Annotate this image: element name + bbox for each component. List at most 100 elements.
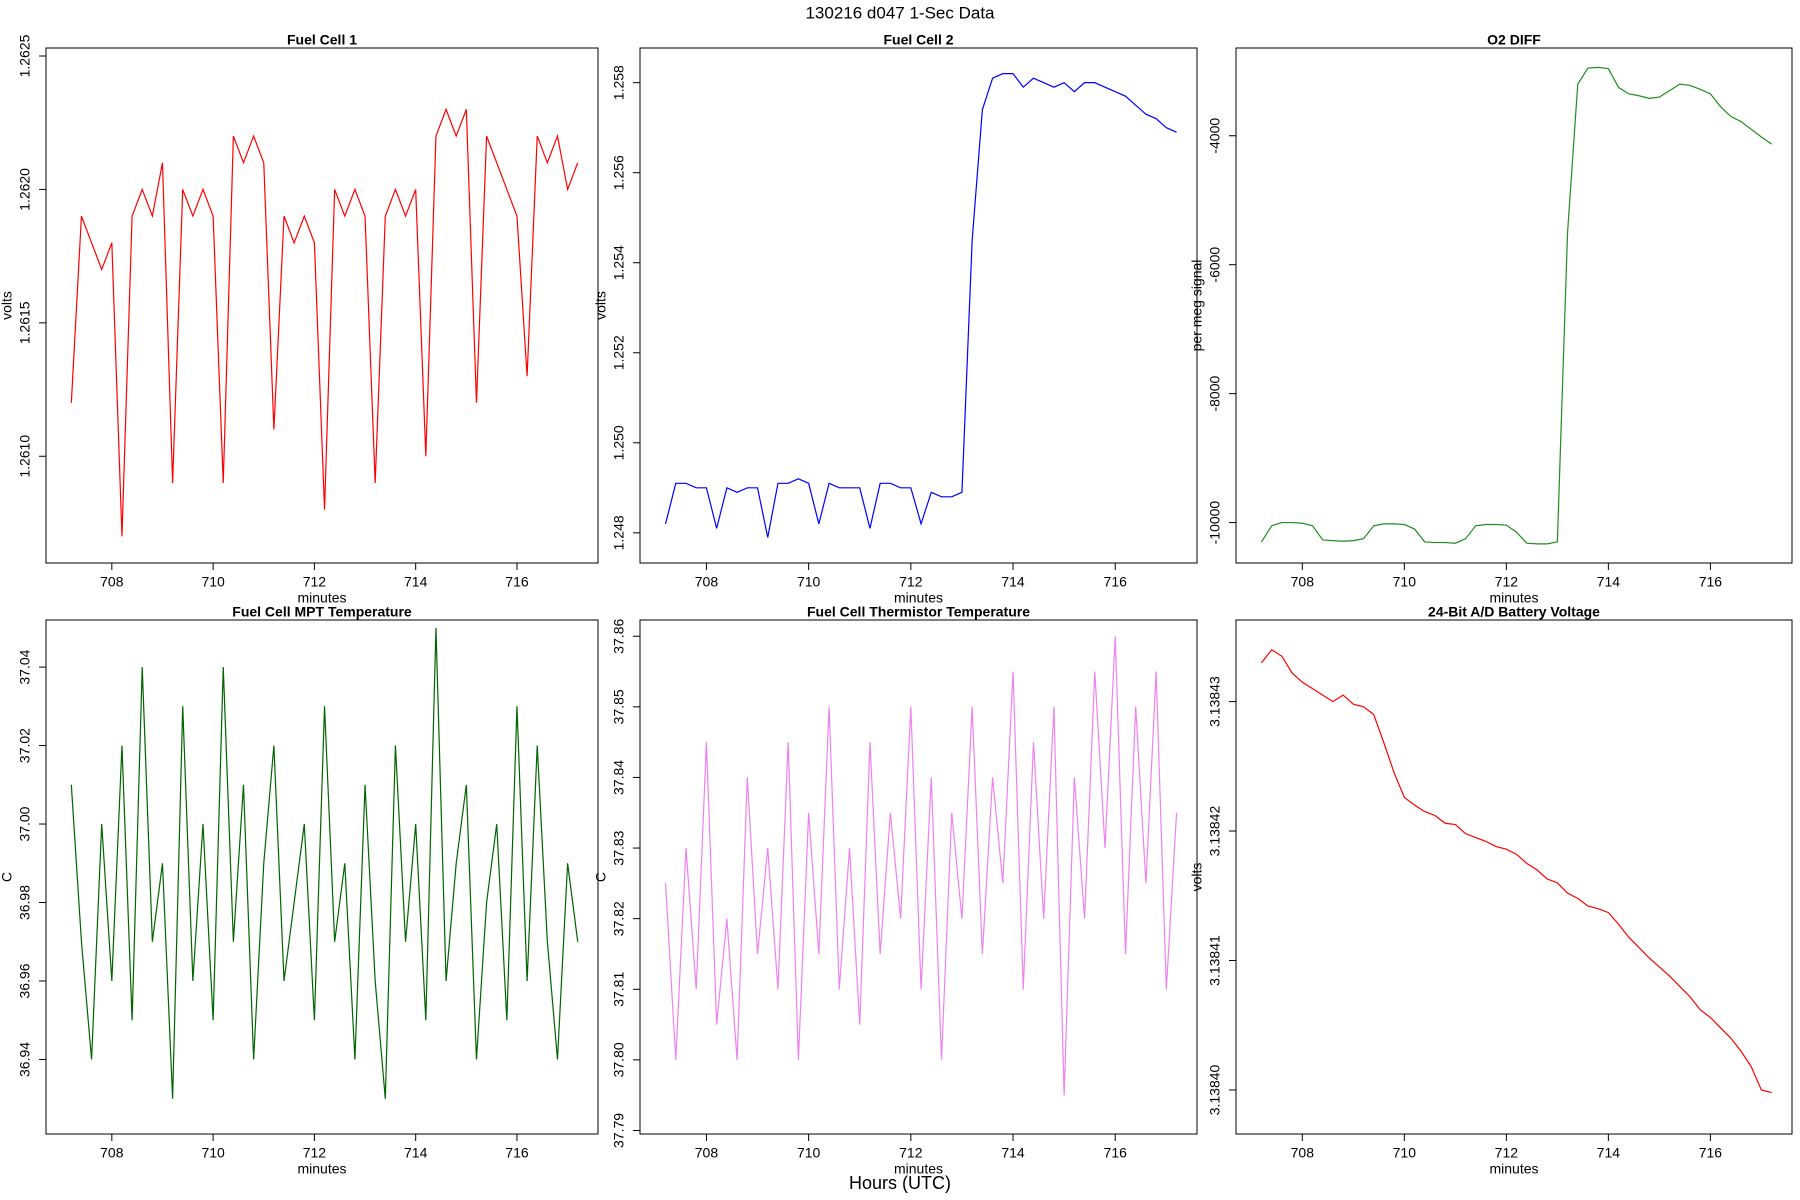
y-tick-label: 1.2615 bbox=[17, 301, 33, 344]
panel-title: Fuel Cell Thermistor Temperature bbox=[807, 604, 1030, 620]
y-tick-label: 3.13840 bbox=[1207, 1064, 1223, 1115]
y-tick-label: 1.250 bbox=[611, 425, 627, 460]
x-tick-label: 716 bbox=[505, 574, 529, 590]
x-tick-label: 708 bbox=[1291, 1145, 1315, 1161]
x-tick-label: 710 bbox=[1393, 574, 1417, 590]
plot-frame bbox=[639, 619, 1198, 1135]
x-tick-label: 716 bbox=[1104, 574, 1128, 590]
y-axis-label: C bbox=[593, 872, 609, 882]
x-tick-label: 712 bbox=[303, 1145, 327, 1161]
y-axis-label: volts bbox=[593, 291, 609, 320]
y-tick-label: -8000 bbox=[1207, 376, 1223, 412]
plot-frame bbox=[45, 619, 599, 1135]
y-tick-label: 37.04 bbox=[17, 649, 33, 684]
x-tick-label: 716 bbox=[1699, 574, 1723, 590]
panel: Fuel Cell 2 708 710 712 714 716 1.248 1.250 1.25… bbox=[593, 32, 1198, 606]
y-tick-label: -10000 bbox=[1207, 501, 1223, 545]
x-tick-label: 716 bbox=[505, 1145, 529, 1161]
x-tick-label: 710 bbox=[201, 574, 225, 590]
x-axis-label: minutes bbox=[297, 590, 346, 606]
y-axis-label: C bbox=[0, 872, 15, 882]
y-tick-label: 37.83 bbox=[611, 830, 627, 865]
y-tick-label: 3.13842 bbox=[1207, 806, 1223, 857]
y-tick-label: 37.81 bbox=[611, 972, 627, 1007]
y-tick-label: 37.84 bbox=[611, 760, 627, 795]
panel-title: Fuel Cell 2 bbox=[883, 32, 953, 48]
x-tick-label: 716 bbox=[1699, 1145, 1723, 1161]
y-tick-label: 37.86 bbox=[611, 619, 627, 654]
x-axis-label: minutes bbox=[894, 1161, 943, 1177]
x-tick-label: 712 bbox=[1495, 1145, 1519, 1161]
x-tick-label: 708 bbox=[1291, 574, 1315, 590]
x-tick-label: 710 bbox=[201, 1145, 225, 1161]
y-axis-label: per meg signal bbox=[1189, 260, 1205, 352]
panel-title: O2 DIFF bbox=[1487, 32, 1541, 48]
x-tick-label: 710 bbox=[1393, 1145, 1417, 1161]
y-tick-label: 3.13843 bbox=[1207, 676, 1223, 727]
y-tick-label: 37.80 bbox=[611, 1042, 627, 1077]
y-tick-label: 37.00 bbox=[17, 806, 33, 841]
x-tick-label: 714 bbox=[1001, 1145, 1025, 1161]
panel-title: 24-Bit A/D Battery Voltage bbox=[1428, 604, 1600, 620]
y-tick-label: 36.96 bbox=[17, 963, 33, 998]
x-axis-label: minutes bbox=[297, 1161, 346, 1177]
x-tick-label: 714 bbox=[404, 1145, 428, 1161]
y-tick-label: 1.256 bbox=[611, 155, 627, 190]
y-tick-label: 37.82 bbox=[611, 901, 627, 936]
x-axis-label: minutes bbox=[1489, 1161, 1538, 1177]
panel-title: Fuel Cell MPT Temperature bbox=[232, 604, 412, 620]
x-axis-label: minutes bbox=[1489, 590, 1538, 606]
y-tick-label: 1.254 bbox=[611, 245, 627, 280]
panel: Fuel Cell Thermistor Temperature 708 710 71… bbox=[593, 604, 1198, 1177]
x-tick-label: 710 bbox=[797, 574, 821, 590]
data-line bbox=[664, 73, 1177, 538]
y-tick-label: 1.258 bbox=[611, 65, 627, 100]
panel: Fuel Cell 1 708 710 712 714 716 1.2610 1.2615 1.… bbox=[0, 32, 599, 606]
y-tick-label: -4000 bbox=[1207, 118, 1223, 154]
data-line bbox=[70, 107, 579, 537]
panel: Fuel Cell MPT Temperature 708 710 712 714 716… bbox=[0, 604, 599, 1177]
y-tick-label: 1.252 bbox=[611, 335, 627, 370]
y-tick-label: 3.13841 bbox=[1207, 935, 1223, 986]
y-tick-label: 37.85 bbox=[611, 689, 627, 724]
x-tick-label: 716 bbox=[1104, 1145, 1128, 1161]
y-tick-label: 37.02 bbox=[17, 728, 33, 763]
x-tick-label: 708 bbox=[100, 574, 124, 590]
figure-x-label: Hours (UTC) bbox=[849, 1173, 951, 1193]
x-tick-label: 712 bbox=[303, 574, 327, 590]
panel: O2 DIFF 708 710 712 714 716 -10000 -8000 -6000 -4… bbox=[1189, 32, 1793, 606]
figure-title: 130216 d047 1-Sec Data bbox=[805, 3, 995, 22]
plot-frame bbox=[1235, 619, 1793, 1135]
data-line bbox=[1260, 66, 1772, 545]
x-tick-label: 712 bbox=[1495, 574, 1519, 590]
x-tick-label: 714 bbox=[1597, 1145, 1621, 1161]
y-tick-label: 1.2620 bbox=[17, 168, 33, 211]
y-tick-label: 36.94 bbox=[17, 1042, 33, 1077]
panel: 24-Bit A/D Battery Voltage 708 710 712 714 71… bbox=[1189, 604, 1793, 1177]
y-tick-label: -6000 bbox=[1207, 247, 1223, 283]
x-tick-label: 712 bbox=[899, 1145, 923, 1161]
x-tick-label: 708 bbox=[100, 1145, 124, 1161]
x-tick-label: 714 bbox=[1597, 574, 1621, 590]
x-tick-label: 714 bbox=[404, 574, 428, 590]
y-axis-label: volts bbox=[1189, 863, 1205, 892]
y-tick-label: 1.2610 bbox=[17, 435, 33, 478]
panel-title: Fuel Cell 1 bbox=[287, 32, 357, 48]
y-axis-label: volts bbox=[0, 291, 15, 320]
y-tick-label: 1.248 bbox=[611, 515, 627, 550]
x-tick-label: 710 bbox=[797, 1145, 821, 1161]
data-line bbox=[1261, 648, 1772, 1094]
plot-frame bbox=[639, 47, 1198, 564]
data-line bbox=[70, 627, 579, 1099]
y-tick-label: 1.2625 bbox=[17, 34, 33, 77]
x-axis-label: minutes bbox=[894, 590, 943, 606]
data-line bbox=[664, 636, 1178, 1096]
plot-frame bbox=[1235, 47, 1793, 564]
y-tick-label: 36.98 bbox=[17, 885, 33, 920]
x-tick-label: 714 bbox=[1001, 574, 1025, 590]
plot-frame bbox=[45, 47, 599, 564]
y-tick-label: 37.79 bbox=[611, 1113, 627, 1148]
x-tick-label: 708 bbox=[695, 574, 719, 590]
x-tick-label: 708 bbox=[695, 1145, 719, 1161]
